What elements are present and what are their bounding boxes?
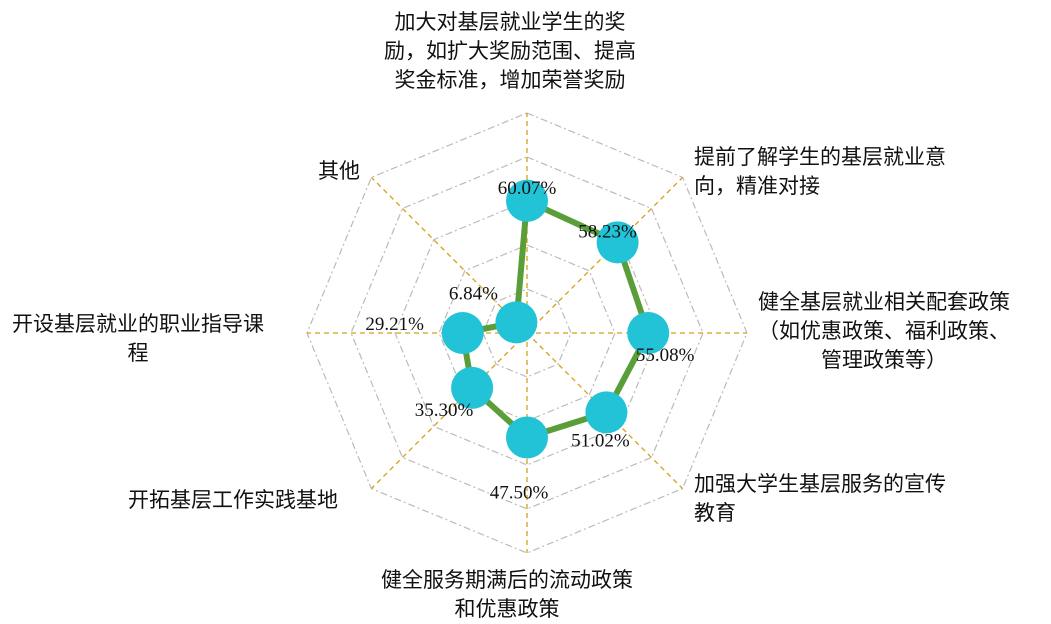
data-label: 60.07% [498,178,557,199]
data-label: 47.50% [490,483,549,504]
category-label: 健全服务期满后的流动政策 和优惠政策 [381,568,633,621]
category-label: 提前了解学生的基层就业意 向，精准对接 [694,145,946,198]
data-label: 6.84% [449,283,498,304]
data-point [506,179,548,222]
data-point [585,391,628,434]
data-label: 35.30% [415,400,474,421]
category-label: 开设基层就业的职业指导课 程 [12,312,264,365]
data-label: 29.21% [365,314,424,335]
data-point [627,312,670,354]
category-label: 加大对基层就业学生的奖 励，如扩大奖励范围、提高 奖金标准，增加荣誉奖励 [384,10,636,92]
category-label: 其他 [318,159,360,183]
category-label: 健全基层就业相关配套政策 （如优惠政策、福利政策、 管理政策等） [758,290,1010,372]
data-point [495,301,538,344]
data-label: 58.23% [578,221,637,242]
category-label: 加强大学生基层服务的宣传 教育 [694,472,946,525]
radar-markers [441,179,670,459]
value-labels: 60.07% 58.23% 55.08% 51.02% 47.50% 35.30% 29.2… [365,178,694,504]
axis-spoke [370,332,528,490]
data-point [441,312,484,354]
data-point [451,366,494,409]
category-label: 开拓基层工作实践基地 [128,488,338,512]
data-point [596,221,639,264]
data-point [506,416,548,459]
axis-spoke [370,176,528,334]
data-label: 51.02% [571,430,630,451]
data-label: 55.08% [636,345,695,366]
